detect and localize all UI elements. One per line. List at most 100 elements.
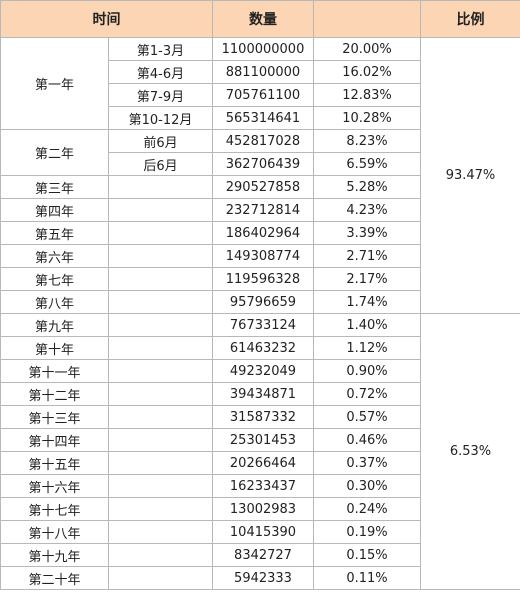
period-cell: 第八年 xyxy=(0,290,109,314)
empty-cell xyxy=(108,175,213,199)
period-cell: 第二十年 xyxy=(0,566,109,590)
empty-cell xyxy=(108,520,213,544)
period-cell: 第一年 xyxy=(0,37,109,130)
amount-cell: 119596328 xyxy=(212,267,314,291)
amount-cell: 49232049 xyxy=(212,359,314,383)
share-cell: 2.17% xyxy=(313,267,421,291)
table-row: 第六年 149308774 2.71% xyxy=(0,244,520,268)
period-cell: 第十六年 xyxy=(0,474,109,498)
header-cell: 时间 xyxy=(0,0,213,38)
ratio-cell: 6.53% xyxy=(420,313,520,590)
empty-cell xyxy=(108,290,213,314)
sub-period-cell: 第4-6月 xyxy=(108,60,213,84)
amount-cell: 362706439 xyxy=(212,152,314,176)
amount-cell: 10415390 xyxy=(212,520,314,544)
ratio-cell: 93.47% xyxy=(420,37,520,314)
share-cell: 2.71% xyxy=(313,244,421,268)
table-row: 第一年 第1-3月 1100000000 20.00% 93.47% xyxy=(0,37,520,314)
amount-cell: 31587332 xyxy=(212,405,314,429)
amount-cell: 186402964 xyxy=(212,221,314,245)
table-row: 第十二年 39434871 0.72% xyxy=(0,382,520,406)
period-cell: 第四年 xyxy=(0,198,109,222)
share-cell: 12.83% xyxy=(313,83,421,107)
sub-period-cell: 前6月 xyxy=(108,129,213,153)
sub-period-cell: 第1-3月 xyxy=(108,37,213,61)
table-row: 第三年 290527858 5.28% xyxy=(0,175,520,199)
table-body: 第一年 第1-3月 1100000000 20.00% 93.47% 第4-6月 88110… xyxy=(0,37,520,590)
share-cell: 10.28% xyxy=(313,106,421,130)
amount-cell: 13002983 xyxy=(212,497,314,521)
share-cell: 0.90% xyxy=(313,359,421,383)
table-row: 第二年 前6月 452817028 8.23% xyxy=(0,129,520,176)
empty-cell xyxy=(108,198,213,222)
table-row: 第十九年 8342727 0.15% xyxy=(0,543,520,567)
header-cell xyxy=(313,0,421,38)
period-cell: 第十七年 xyxy=(0,497,109,521)
empty-cell xyxy=(108,428,213,452)
period-cell: 第二年 xyxy=(0,129,109,176)
amount-cell: 76733124 xyxy=(212,313,314,337)
share-cell: 8.23% xyxy=(313,129,421,153)
table-row: 第九年 76733124 1.40% 6.53% xyxy=(0,313,520,590)
table-row: 第十年 61463232 1.12% xyxy=(0,336,520,360)
share-cell: 6.59% xyxy=(313,152,421,176)
table-head: 时间 数量 比例 xyxy=(0,0,520,38)
amount-cell: 452817028 xyxy=(212,129,314,153)
amount-cell: 5942333 xyxy=(212,566,314,590)
empty-cell xyxy=(108,566,213,590)
empty-cell xyxy=(108,451,213,475)
sub-period-cell: 后6月 xyxy=(108,152,213,176)
period-cell: 第七年 xyxy=(0,267,109,291)
table-row: 第十八年 10415390 0.19% xyxy=(0,520,520,544)
amount-cell: 232712814 xyxy=(212,198,314,222)
share-cell: 1.74% xyxy=(313,290,421,314)
empty-cell xyxy=(108,405,213,429)
data-table: 时间 数量 比例 第一年 第1-3月 1100000000 20.00% 93.47% 第… xyxy=(0,0,520,590)
empty-cell xyxy=(108,244,213,268)
table-row: 第七年 119596328 2.17% xyxy=(0,267,520,291)
table-row: 后6月 362706439 6.59% xyxy=(1,152,520,176)
period-cell: 第三年 xyxy=(0,175,109,199)
amount-cell: 290527858 xyxy=(212,175,314,199)
period-cell: 第十三年 xyxy=(0,405,109,429)
share-cell: 0.24% xyxy=(313,497,421,521)
header-row: 时间 数量 比例 xyxy=(0,0,520,38)
period-cell: 第十年 xyxy=(0,336,109,360)
empty-cell xyxy=(108,359,213,383)
period-cell: 第十四年 xyxy=(0,428,109,452)
period-cell: 第十八年 xyxy=(0,520,109,544)
amount-cell: 705761100 xyxy=(212,83,314,107)
amount-cell: 149308774 xyxy=(212,244,314,268)
share-cell: 16.02% xyxy=(313,60,421,84)
table-row: 第10-12月 565314641 10.28% xyxy=(1,106,520,130)
period-cell: 第十五年 xyxy=(0,451,109,475)
empty-cell xyxy=(108,267,213,291)
share-cell: 0.15% xyxy=(313,543,421,567)
header-cell: 数量 xyxy=(212,0,314,38)
empty-cell xyxy=(108,382,213,406)
amount-cell: 1100000000 xyxy=(212,37,314,61)
share-cell: 1.40% xyxy=(313,313,421,337)
share-cell: 5.28% xyxy=(313,175,421,199)
amount-cell: 39434871 xyxy=(212,382,314,406)
share-cell: 0.19% xyxy=(313,520,421,544)
empty-cell xyxy=(108,474,213,498)
period-cell: 第十二年 xyxy=(0,382,109,406)
share-cell: 20.00% xyxy=(313,37,421,61)
share-cell: 0.46% xyxy=(313,428,421,452)
amount-cell: 565314641 xyxy=(212,106,314,130)
period-cell: 第十九年 xyxy=(0,543,109,567)
header-cell: 比例 xyxy=(420,0,520,38)
empty-cell xyxy=(108,543,213,567)
period-cell: 第六年 xyxy=(0,244,109,268)
share-cell: 0.37% xyxy=(313,451,421,475)
table-row: 第十七年 13002983 0.24% xyxy=(0,497,520,521)
sub-period-cell: 第7-9月 xyxy=(108,83,213,107)
period-cell: 第九年 xyxy=(0,313,109,337)
table-row: 第4-6月 881100000 16.02% xyxy=(1,60,520,84)
amount-cell: 16233437 xyxy=(212,474,314,498)
amount-cell: 8342727 xyxy=(212,543,314,567)
empty-cell xyxy=(108,221,213,245)
amount-cell: 95796659 xyxy=(212,290,314,314)
